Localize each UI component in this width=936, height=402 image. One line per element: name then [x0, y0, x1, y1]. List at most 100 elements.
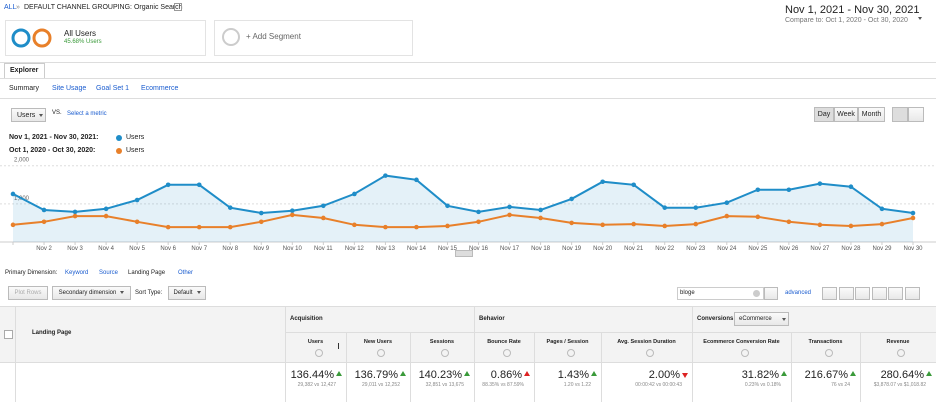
point	[476, 219, 481, 225]
trend-arrow	[591, 371, 597, 376]
point	[848, 184, 854, 189]
point	[569, 196, 574, 202]
dimension-option[interactable]: Other	[178, 270, 194, 276]
help-icon	[503, 349, 511, 357]
column-cell	[860, 333, 936, 402]
total-change: 31.82%	[741, 369, 779, 381]
point	[103, 213, 109, 219]
sub-tab[interactable]: Goal Set 1	[96, 85, 130, 92]
point	[755, 214, 761, 220]
point	[72, 213, 78, 219]
column-header[interactable]: Bounce Rate	[487, 339, 521, 345]
x-tick-label: Nov 28	[841, 246, 861, 252]
motion-chart-toggle[interactable]	[908, 107, 924, 122]
total-change: 216.67%	[804, 369, 848, 381]
group-header: Behavior	[479, 316, 505, 322]
clear-search[interactable]	[753, 290, 760, 297]
column-header[interactable]: Pages / Session	[546, 339, 589, 345]
point	[352, 191, 357, 197]
conversion-select[interactable]: eCommerce	[734, 312, 789, 326]
group-cell	[285, 306, 474, 333]
view-button[interactable]	[871, 287, 887, 300]
column-header[interactable]: Users	[307, 339, 324, 345]
column-header[interactable]: Sessions	[429, 339, 455, 345]
sub-tab[interactable]: Ecommerce	[141, 85, 179, 92]
add-segment-box[interactable]	[214, 20, 413, 56]
totals-row	[0, 362, 936, 402]
point	[290, 212, 295, 218]
search-text[interactable]: bloge	[680, 290, 695, 296]
explorer-tab-label[interactable]: Explorer	[10, 67, 39, 74]
advanced-search[interactable]: advanced	[785, 290, 812, 296]
point	[72, 209, 78, 215]
x-tick-label: Nov 11	[314, 246, 333, 252]
add-segment[interactable]: + Add Segment	[246, 32, 301, 41]
x-tick-label: Nov 23	[686, 246, 706, 252]
column-header[interactable]: New Users	[363, 339, 393, 345]
x-tick-label: Nov 4	[98, 246, 114, 252]
point	[134, 219, 140, 225]
help-icon	[377, 349, 385, 357]
dimension-option[interactable]: Landing Page	[128, 270, 166, 276]
point	[414, 177, 419, 183]
segment-name: All Users	[64, 29, 97, 38]
point	[879, 221, 885, 227]
period-button[interactable]: Week	[834, 107, 858, 122]
trend-arrow	[926, 371, 932, 376]
line-chart-toggle[interactable]	[892, 107, 908, 122]
x-tick-label: Nov 18	[531, 246, 551, 252]
total-compare: 88.35% vs 87.59%	[482, 382, 524, 388]
point	[445, 203, 450, 209]
dimension-option[interactable]: Source	[99, 270, 119, 276]
sub-tab[interactable]: Summary	[9, 85, 39, 92]
series-line	[12, 174, 914, 215]
metric-label: Users	[17, 112, 36, 119]
landing-page-header[interactable]: Landing Page	[32, 330, 72, 336]
total-change: 280.64%	[880, 369, 924, 381]
point	[662, 223, 668, 229]
breadcrumb-all[interactable]: ALL	[4, 4, 17, 11]
column-header[interactable]: Revenue	[886, 339, 910, 345]
select-all-checkbox[interactable]	[4, 330, 13, 339]
caret	[120, 290, 125, 294]
point	[165, 224, 171, 230]
select-metric[interactable]: Select a metric	[67, 111, 107, 117]
search-box[interactable]	[677, 287, 764, 300]
column-header[interactable]: Transactions	[808, 339, 843, 345]
x-tick-label: Nov 12	[345, 246, 365, 252]
plot-rows[interactable]: Plot Rows	[8, 286, 48, 300]
breadcrumb-dropdown[interactable]	[174, 3, 182, 11]
point	[103, 206, 109, 212]
period-button[interactable]: Month	[858, 107, 885, 122]
metric-select[interactable]: Users	[11, 108, 46, 122]
date-caret[interactable]	[918, 17, 922, 20]
chart-handle[interactable]	[455, 250, 473, 257]
date-range[interactable]: Nov 1, 2021 - Nov 30, 2021	[785, 4, 920, 16]
point	[600, 222, 605, 228]
sub-tab[interactable]: Site Usage	[52, 85, 87, 92]
help-icon	[824, 349, 833, 357]
point	[165, 182, 171, 188]
view-button[interactable]	[904, 287, 920, 300]
x-tick-label: Nov 22	[655, 246, 675, 252]
column-header[interactable]: Ecommerce Conversion Rate	[703, 339, 780, 345]
point	[786, 187, 792, 193]
point	[693, 221, 699, 227]
view-button[interactable]	[838, 287, 854, 300]
total-compare: 0.23% vs 0.18%	[744, 382, 781, 388]
segment-icon	[11, 28, 52, 48]
search-button[interactable]	[764, 287, 778, 300]
point	[383, 224, 388, 230]
point	[693, 205, 699, 210]
view-button[interactable]	[855, 287, 870, 300]
dimension-option[interactable]: Keyword	[65, 270, 89, 276]
view-button[interactable]	[888, 287, 903, 300]
column-header[interactable]: Avg. Session Duration	[617, 339, 676, 345]
sort-select[interactable]: Default	[168, 286, 206, 300]
secondary-dimension[interactable]: Secondary dimension	[52, 286, 131, 300]
period-button[interactable]: Day	[814, 107, 834, 122]
view-button[interactable]	[822, 287, 837, 300]
segment-box[interactable]	[5, 20, 206, 56]
segment-ring	[11, 28, 31, 48]
point	[662, 205, 668, 210]
